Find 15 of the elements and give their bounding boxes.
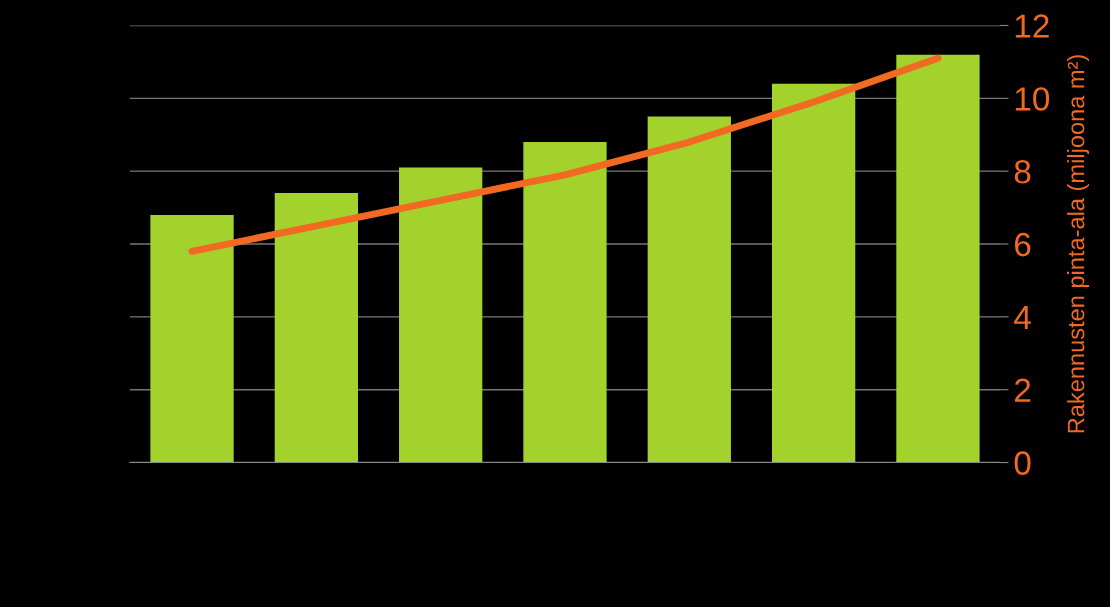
- y-tick-label: 4: [1014, 306, 1031, 329]
- y-tick-label: 12: [1015, 14, 1049, 38]
- y-tick-label: 6: [1015, 232, 1031, 257]
- y-tick-label: 10: [1015, 87, 1050, 111]
- bar: [771, 83, 856, 463]
- y-tick-label: 0: [1014, 451, 1031, 475]
- y-tick-label: 2: [1014, 378, 1031, 402]
- bar: [150, 214, 234, 463]
- bar: [647, 116, 731, 463]
- y-tick-label: 8: [1014, 159, 1031, 184]
- y-axis-title: Rakennusten pinta-ala (miljoona m²): [1067, 55, 1090, 433]
- bar: [274, 193, 358, 463]
- bar: [523, 142, 607, 463]
- bar: [896, 54, 980, 463]
- bar: [399, 167, 483, 463]
